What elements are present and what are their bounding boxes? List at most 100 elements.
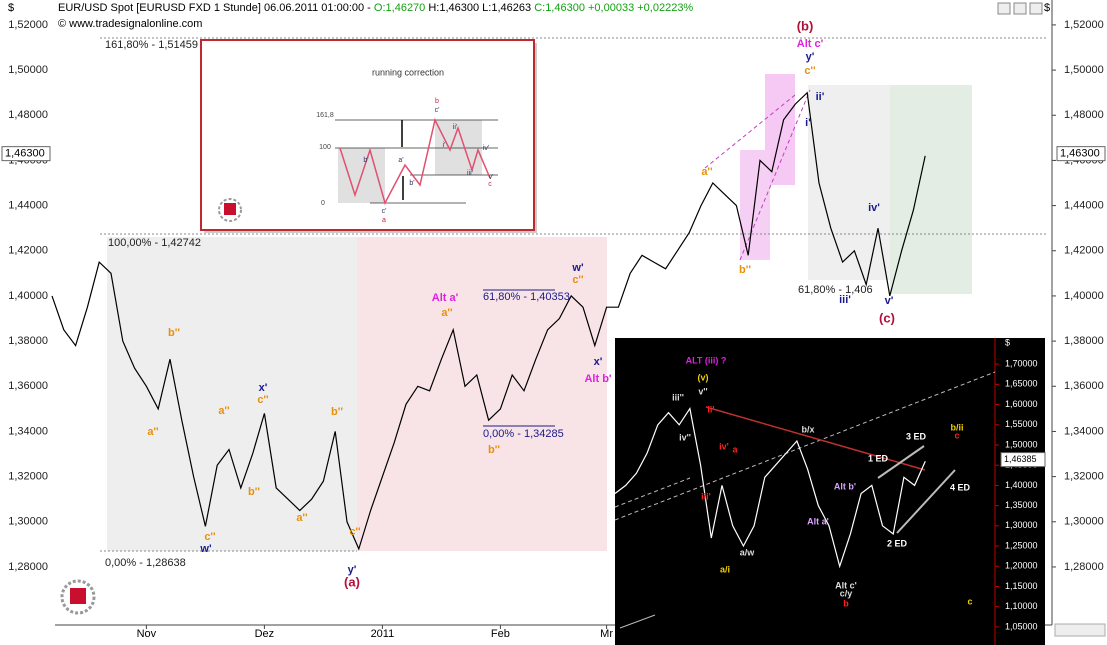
wave-label: 161,80% - 1,51459 bbox=[105, 39, 198, 51]
y-tick-label: 1,30000 bbox=[1064, 516, 1104, 528]
diagram-label: ii' bbox=[453, 124, 457, 131]
diagram-label: 0 bbox=[321, 200, 325, 207]
wave-label: Alt c' bbox=[797, 38, 824, 50]
wave-label: (a) bbox=[344, 574, 360, 589]
y-tick-label: 1,28000 bbox=[8, 561, 48, 573]
wave-label: Alt b' bbox=[834, 481, 856, 491]
wave-label: c'' bbox=[257, 394, 269, 406]
price-tag-label: 1,46385 bbox=[1004, 454, 1037, 464]
wave-label: 61,80% - 1,40353 bbox=[483, 291, 570, 303]
diagram-label: b' bbox=[363, 157, 368, 164]
header-title: EUR/USD Spot [EURUSD FXD 1 Stunde] 06.06… bbox=[58, 2, 371, 14]
trend-line bbox=[614, 371, 996, 521]
diagram-label: i' bbox=[443, 142, 446, 149]
price-tag bbox=[1000, 452, 1046, 468]
y-tick-label: 1,42000 bbox=[1064, 245, 1104, 257]
window-button[interactable] bbox=[1029, 2, 1043, 15]
wave-label: ALT (iii) ? bbox=[686, 355, 727, 365]
price-line bbox=[614, 407, 926, 569]
wave-label: 4 ED bbox=[950, 482, 971, 492]
header-close: C:1,46300 +0,00033 +0,02223% bbox=[534, 2, 693, 14]
y-tick-label: 1,55000 bbox=[1005, 419, 1038, 429]
y-tick-label: 1,40000 bbox=[1064, 290, 1104, 302]
correction-diagram: running correction 161,8 100 0 b c' a' b' c' a b'… bbox=[200, 39, 537, 233]
wave-label: iii' bbox=[701, 491, 711, 501]
diagram-label: c' bbox=[435, 107, 440, 114]
wave-label: iii'' bbox=[672, 392, 684, 402]
diagram-logo bbox=[224, 203, 236, 215]
y-tick-label: 1,50000 bbox=[1005, 439, 1038, 449]
wave-label: ii' bbox=[816, 91, 825, 103]
wave-label: c/y bbox=[840, 588, 853, 598]
window-button[interactable] bbox=[997, 2, 1011, 15]
wave-label: x' bbox=[594, 356, 603, 368]
y-tick-label: 1,70000 bbox=[1005, 359, 1038, 369]
wave-label: a/i bbox=[720, 564, 730, 574]
diagram-label: c bbox=[488, 181, 492, 188]
y-tick-label: 1,36000 bbox=[1064, 380, 1104, 392]
wave-label: 61,80% - 1,406 bbox=[798, 284, 873, 296]
wave-label: b'' bbox=[248, 486, 260, 498]
diagram-label: b' bbox=[409, 180, 414, 187]
y-tick-label: 1,60000 bbox=[1005, 399, 1038, 409]
price-line bbox=[51, 91, 926, 551]
header-high-low: H:1,46300 L:1,46263 bbox=[428, 2, 531, 14]
currency-label: $ bbox=[1005, 337, 1010, 347]
window-button[interactable] bbox=[1013, 2, 1027, 15]
y-tick-label: 1,10000 bbox=[1005, 601, 1038, 611]
y-tick-label: 1,40000 bbox=[8, 290, 48, 302]
wave-label: w' bbox=[199, 543, 212, 555]
wave-label: b bbox=[843, 598, 849, 608]
wave-label: v' bbox=[885, 295, 894, 307]
y-tick-label: 1,44000 bbox=[8, 199, 48, 211]
wave-label: a'' bbox=[296, 512, 308, 524]
scroll-buttons[interactable] bbox=[1054, 623, 1106, 637]
wave-label: b/ii bbox=[951, 422, 964, 432]
wave-label: c'' bbox=[804, 65, 816, 77]
wave-label: Alt a' bbox=[807, 516, 829, 526]
wave-label: (v) bbox=[698, 372, 709, 382]
trend-line bbox=[705, 406, 926, 471]
diagram-wave bbox=[339, 117, 491, 206]
wave-label: iv' bbox=[868, 202, 880, 214]
wave-label: a'' bbox=[147, 426, 159, 438]
wave-label: a'' bbox=[218, 405, 230, 417]
wave-label: w' bbox=[571, 262, 584, 274]
y-tick-label: 1,15000 bbox=[1005, 581, 1038, 591]
wave-label: a bbox=[732, 444, 738, 454]
wave-label: c bbox=[967, 596, 972, 606]
wave-label: a/w bbox=[740, 547, 756, 557]
diagram-label: b bbox=[435, 98, 439, 105]
wave-label: c'' bbox=[572, 274, 584, 286]
wave-label: v'' bbox=[698, 386, 707, 396]
y-tick-label: 1,52000 bbox=[1064, 19, 1104, 31]
wave-label: y' bbox=[348, 564, 357, 576]
wave-label: 0,00% - 1,34285 bbox=[483, 428, 564, 440]
inset-background bbox=[615, 338, 1045, 645]
wave-label: (b) bbox=[797, 18, 814, 33]
wave-label: 2 ED bbox=[887, 538, 908, 548]
wave-label: y' bbox=[806, 51, 815, 63]
price-tag bbox=[1, 146, 51, 162]
wave-label: iv'' bbox=[679, 432, 691, 442]
wave-label: iii' bbox=[839, 294, 851, 306]
main-plot: 1,28000 1,28000 1,30000 1,30000 1,32000 1,320… bbox=[1, 18, 1106, 640]
x-tick-label: Feb bbox=[491, 628, 510, 640]
y-tick-label: 1,65000 bbox=[1005, 379, 1038, 389]
zone-grey bbox=[107, 237, 357, 551]
wave-label: ii' bbox=[707, 404, 714, 414]
zone-green bbox=[890, 85, 972, 294]
wave-label: iv' bbox=[719, 441, 729, 451]
wave-label: Alt a' bbox=[432, 292, 459, 304]
diagram-title: running correction bbox=[372, 67, 444, 77]
wave-label: 100,00% - 1,42742 bbox=[108, 237, 201, 249]
inset-chart: 1,05000 1,10000 1,15000 1,20000 1,25000 1,300… bbox=[614, 337, 1046, 645]
y-tick-label: 1,36000 bbox=[8, 380, 48, 392]
y-tick-label: 1,34000 bbox=[8, 425, 48, 437]
diagram-label: iv' bbox=[483, 145, 489, 152]
x-tick-label: 2011 bbox=[371, 628, 395, 640]
wave-label: 0,00% - 1,28638 bbox=[105, 557, 186, 569]
logo bbox=[60, 579, 96, 615]
diagram-label: iii' bbox=[467, 170, 473, 177]
